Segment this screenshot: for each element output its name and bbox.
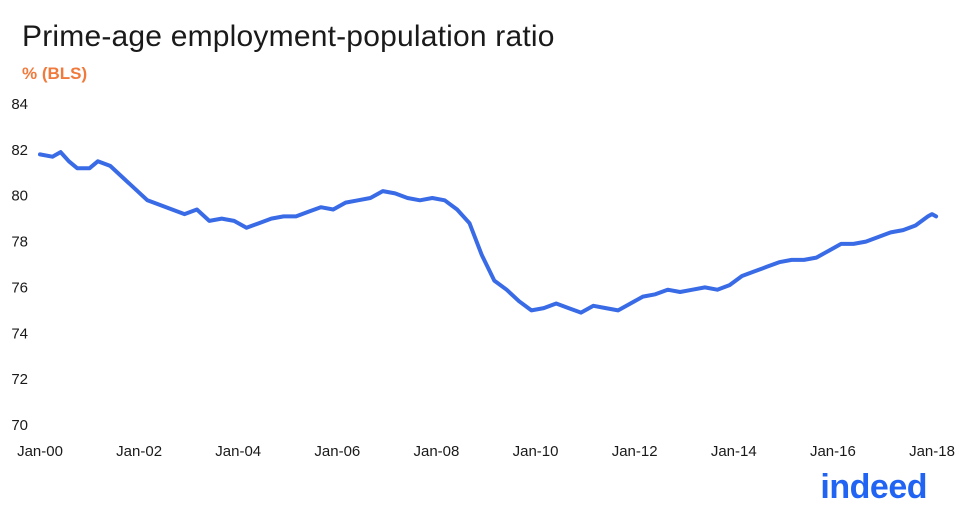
y-tick-label: 78: [11, 234, 28, 251]
x-tick-label: Jan-12: [612, 443, 658, 460]
x-tick-label: Jan-02: [116, 443, 162, 460]
x-tick-label: Jan-18: [909, 443, 955, 460]
x-tick-label: Jan-16: [810, 443, 856, 460]
series-line: [38, 150, 939, 315]
y-tick-label: 84: [11, 96, 28, 113]
x-tick-label: Jan-10: [513, 443, 559, 460]
y-tick-label: 82: [11, 142, 28, 159]
y-tick-label: 74: [11, 325, 28, 342]
x-axis-ticks: Jan-00 Jan-02 Jan-04 Jan-06 Jan-08 Jan-10 Jan-…: [17, 443, 955, 460]
y-tick-label: 72: [11, 371, 28, 388]
y-tick-label: 70: [11, 417, 28, 434]
indeed-logo: indeed: [820, 468, 927, 506]
x-tick-label: Jan-00: [17, 443, 63, 460]
chart-subtitle: % (BLS): [22, 64, 88, 83]
y-axis-ticks: 70 72 74 76 78 80 82 84: [11, 96, 28, 434]
y-tick-label: 76: [11, 279, 28, 296]
x-tick-label: Jan-14: [711, 443, 757, 460]
y-tick-label: 80: [11, 188, 28, 205]
chart-title: Prime-age employment-population ratio: [22, 20, 555, 53]
x-tick-label: Jan-08: [414, 443, 460, 460]
x-tick-label: Jan-04: [215, 443, 261, 460]
x-tick-label: Jan-06: [314, 443, 360, 460]
